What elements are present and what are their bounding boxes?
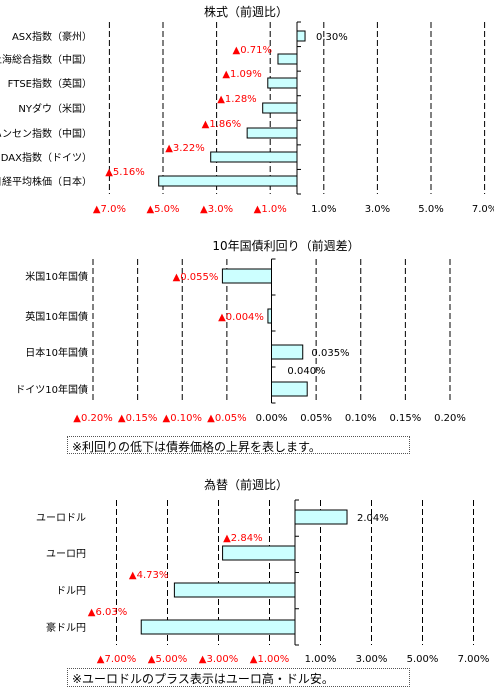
tick-label: ▲5.00% bbox=[148, 654, 187, 665]
value-label: ▲0.004% bbox=[218, 312, 264, 323]
tick-label: 0.20% bbox=[434, 413, 466, 424]
tick-label: 0.05% bbox=[300, 413, 332, 424]
category-label: ユーロ円 bbox=[46, 549, 86, 560]
value-label: ▲5.16% bbox=[105, 167, 144, 178]
bar bbox=[173, 582, 296, 598]
chart-title: 為替（前週比） bbox=[204, 477, 288, 492]
value-label: ▲1.28% bbox=[217, 94, 256, 105]
value-label: 0.040% bbox=[287, 366, 325, 377]
bar bbox=[158, 175, 298, 187]
tick-label: 7.00% bbox=[458, 654, 490, 665]
chart-title: 株式（前週比） bbox=[204, 4, 288, 19]
tick-label: ▲0.05% bbox=[207, 413, 246, 424]
category-label: 日本10年国債 bbox=[25, 346, 88, 359]
value-label: 0.035% bbox=[311, 348, 349, 359]
category-label: NYダウ（米国） bbox=[18, 102, 92, 115]
tick-label: ▲0.10% bbox=[163, 413, 202, 424]
tick-label: ▲7.0% bbox=[93, 204, 126, 215]
tick-label: ▲7.00% bbox=[97, 654, 136, 665]
bar bbox=[210, 151, 298, 163]
bar bbox=[221, 268, 273, 284]
tick-label: ▲3.00% bbox=[199, 654, 238, 665]
category-label: ドイツ10年国債 bbox=[15, 383, 88, 396]
tick-label: ▲1.00% bbox=[250, 654, 289, 665]
bar bbox=[296, 30, 306, 42]
value-label: ▲6.03% bbox=[88, 607, 127, 618]
category-label: 上海総合指数（中国） bbox=[0, 53, 92, 66]
tick-label: 3.00% bbox=[356, 654, 388, 665]
tick-label: ▲5.0% bbox=[146, 204, 179, 215]
bar bbox=[262, 102, 298, 114]
tick-label: 0.00% bbox=[256, 413, 288, 424]
tick-label: 5.00% bbox=[407, 654, 439, 665]
category-label: 日経平均株価（日本） bbox=[0, 175, 92, 188]
category-label: 香港ハンセン指数（中国） bbox=[0, 127, 92, 140]
bar bbox=[294, 509, 348, 525]
bar bbox=[267, 77, 298, 89]
bar bbox=[267, 308, 272, 324]
category-label: ユーロドル bbox=[36, 513, 86, 524]
bar bbox=[277, 53, 298, 65]
value-label: ▲0.055% bbox=[173, 272, 219, 283]
bar bbox=[140, 619, 296, 635]
value-label: ▲1.09% bbox=[222, 69, 261, 80]
tick-label: 1.0% bbox=[311, 204, 336, 215]
value-label: ▲4.73% bbox=[129, 570, 168, 581]
category-label: 英国10年国債 bbox=[25, 310, 88, 323]
chart-title: 10年国債利回り（前週差） bbox=[212, 238, 359, 253]
bar bbox=[271, 381, 308, 397]
tick-label: ▲0.15% bbox=[118, 413, 157, 424]
fx-note: ※ユーロドルのプラス表示はユーロ高・ドル安。 bbox=[67, 668, 410, 687]
tick-label: 0.15% bbox=[389, 413, 421, 424]
bond-note: ※利回りの低下は債券価格の上昇を表します。 bbox=[67, 436, 410, 454]
tick-label: 5.0% bbox=[418, 204, 443, 215]
tick-label: ▲1.0% bbox=[254, 204, 287, 215]
tick-label: 7.0% bbox=[472, 204, 494, 215]
value-label: 0.30% bbox=[316, 32, 348, 43]
category-label: DAX指数（ドイツ） bbox=[1, 151, 92, 164]
tick-label: ▲0.20% bbox=[73, 413, 112, 424]
category-label: ASX指数（豪州） bbox=[12, 30, 92, 43]
category-label: FTSE指数（英国） bbox=[8, 77, 92, 90]
bar bbox=[246, 127, 298, 139]
bar bbox=[271, 344, 304, 360]
tick-label: 0.10% bbox=[345, 413, 377, 424]
value-label: ▲2.84% bbox=[223, 533, 262, 544]
bar bbox=[222, 545, 296, 561]
value-label: ▲3.22% bbox=[165, 143, 204, 154]
category-label: ドル円 bbox=[56, 586, 86, 597]
category-label: 豪ドル円 bbox=[46, 621, 86, 634]
value-label: ▲1.86% bbox=[202, 119, 241, 130]
tick-label: ▲3.0% bbox=[200, 204, 233, 215]
value-label: 2.04% bbox=[357, 513, 389, 524]
tick-label: 1.00% bbox=[305, 654, 337, 665]
tick-label: 3.0% bbox=[365, 204, 390, 215]
category-label: 米国10年国債 bbox=[25, 270, 88, 283]
value-label: ▲0.71% bbox=[233, 45, 272, 56]
